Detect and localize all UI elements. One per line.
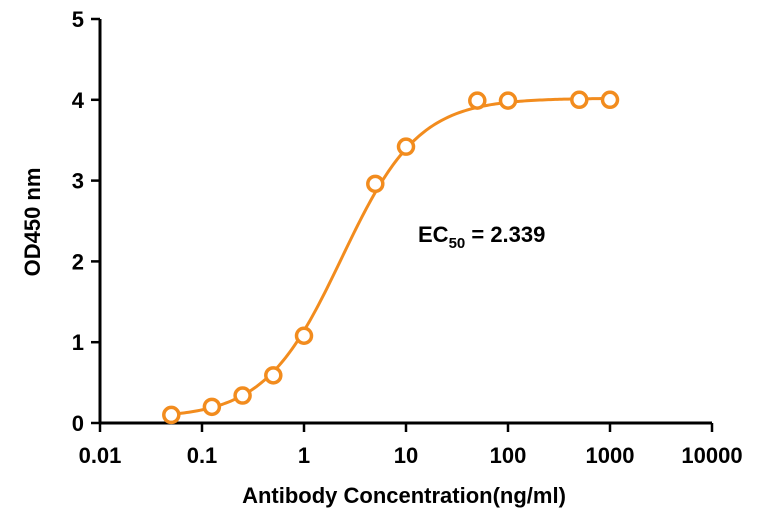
- y-tick-label: 0: [72, 411, 84, 436]
- data-point: [294, 326, 314, 345]
- data-point: [600, 90, 620, 110]
- x-tick-label: 0.1: [187, 443, 218, 468]
- y-tick-label: 5: [72, 7, 84, 32]
- y-axis-title: OD450 nm: [20, 168, 45, 277]
- data-point: [162, 405, 181, 425]
- y-tick-label: 1: [72, 330, 84, 355]
- data-point: [570, 90, 589, 110]
- tick-labels: 0.01 0.1 1 10 100 1000 10000 0 1 2 3 4 5: [72, 7, 743, 468]
- ec50-annotation: EC50 = 2.339: [418, 222, 545, 252]
- y-tick-label: 4: [72, 88, 85, 113]
- data-point: [264, 366, 283, 385]
- data-point: [366, 174, 385, 194]
- data-point: [233, 386, 252, 405]
- ec50-subscript: 50: [449, 235, 466, 252]
- x-tick-label: 1000: [586, 443, 635, 468]
- tick-marks: [91, 17, 714, 432]
- axes: [98, 19, 712, 425]
- data-point: [498, 91, 518, 110]
- data-point: [202, 397, 222, 417]
- fit-curve: [171, 96, 611, 416]
- data-point: [468, 91, 487, 110]
- x-tick-label: 10: [394, 443, 418, 468]
- data-points: [162, 90, 620, 425]
- x-tick-label: 1: [298, 443, 310, 468]
- data-point: [396, 137, 416, 156]
- ec50-prefix: EC: [418, 222, 449, 247]
- ec50-value: = 2.339: [465, 222, 545, 247]
- x-tick-label: 10000: [681, 443, 742, 468]
- y-tick-label: 2: [72, 249, 84, 274]
- y-tick-label: 3: [72, 169, 84, 194]
- x-tick-label: 100: [490, 443, 527, 468]
- x-axis-title: Antibody Concentration(ng/ml): [242, 483, 566, 508]
- x-tick-label: 0.01: [79, 443, 122, 468]
